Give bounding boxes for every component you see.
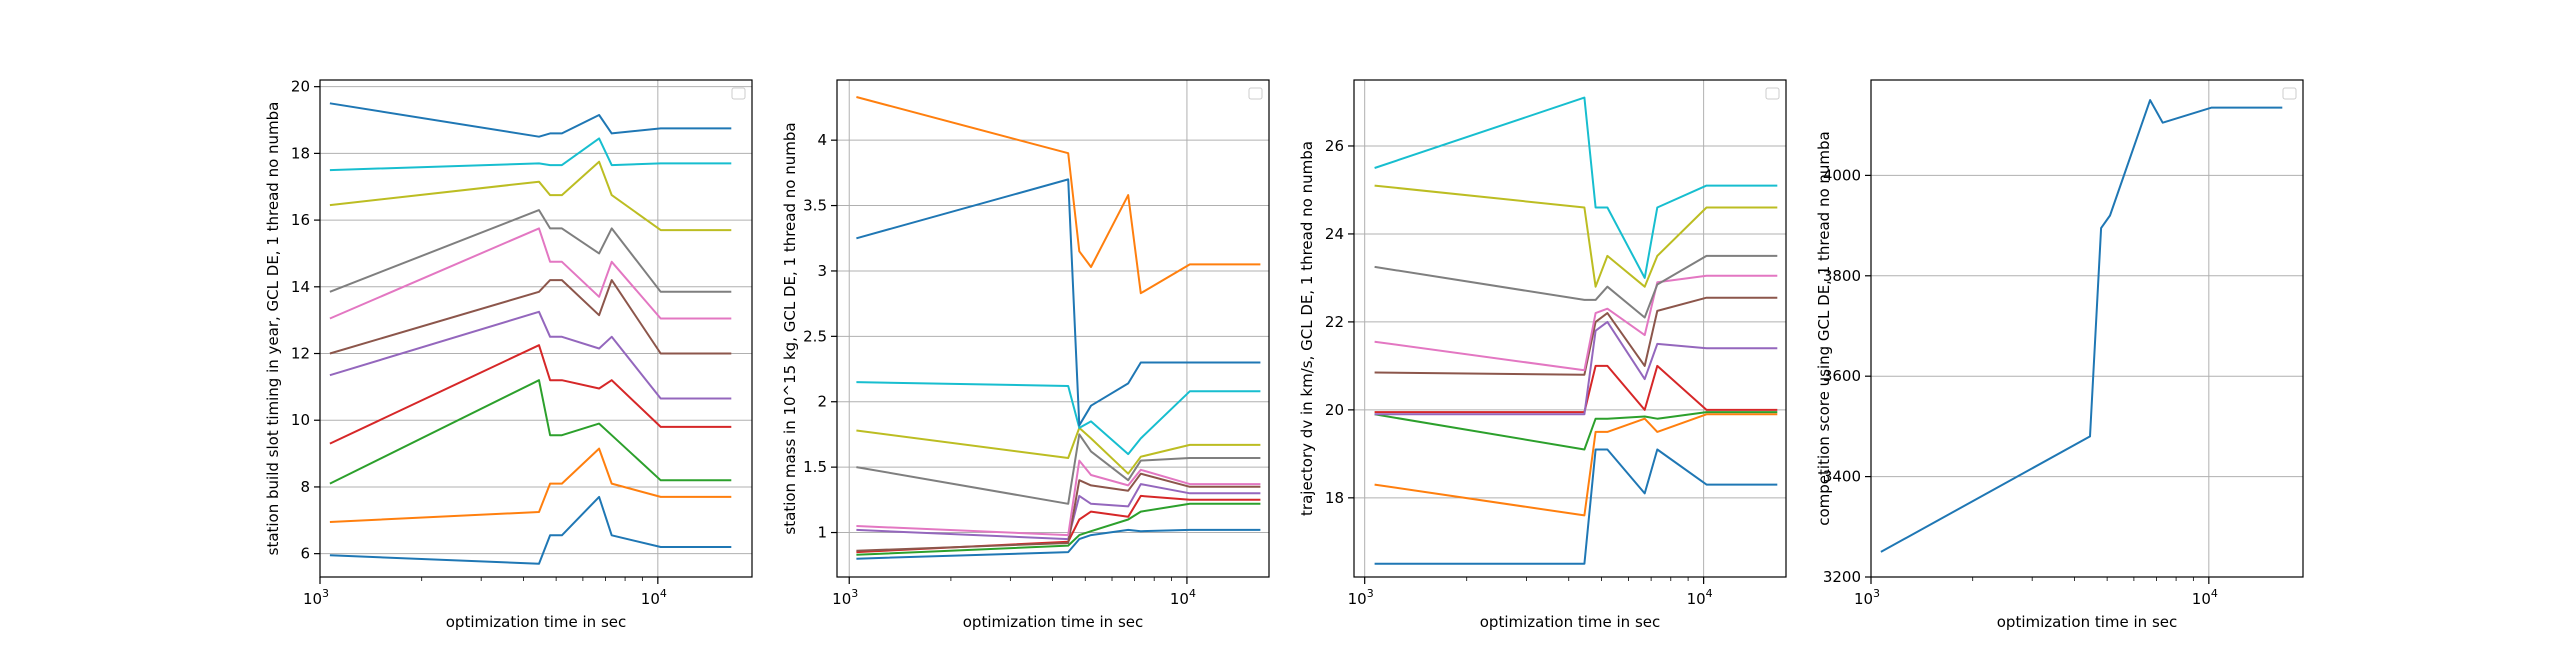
y-tick-label: 2: [817, 393, 827, 411]
chart-panel-4: 3200 3400 3600 3800 4000 103 104 optimization t…: [1815, 79, 2304, 631]
series-line-11: [856, 178, 1261, 427]
plot-area-frame: [836, 79, 1270, 578]
y-tick-label: 4: [817, 131, 827, 149]
y-tick-label: 20: [291, 78, 310, 96]
y-tick-label: 4000: [1823, 166, 1861, 184]
y-tick-label: 8: [300, 478, 310, 496]
y-axis-label: station build slot timing in year, GCL D…: [264, 102, 282, 556]
series-line-4: [329, 344, 732, 445]
chart-panel-3: 18 20 22 24 26 103 104 optimization time in sec…: [1298, 79, 1787, 631]
series-line-7: [856, 459, 1261, 537]
series-line-1: [1880, 99, 2283, 553]
legend-box: [731, 87, 746, 100]
series-line-10: [856, 381, 1261, 456]
series-line-3: [856, 502, 1261, 556]
x-axis-label: optimization time in sec: [1480, 613, 1660, 631]
y-tick-label: 24: [1325, 225, 1344, 243]
series-line-1: [856, 528, 1261, 560]
y-tick-label: 3.5: [803, 197, 827, 215]
series-line-9: [856, 426, 1261, 475]
y-tick-label: 3800: [1823, 267, 1861, 285]
y-tick-label: 14: [291, 278, 310, 296]
x-tick-label: 104: [1687, 587, 1713, 608]
series-line-9: [329, 160, 732, 232]
x-tick-label: 103: [303, 587, 329, 608]
legend-box: [1765, 87, 1780, 100]
series-line-1: [329, 495, 732, 565]
series-line-10: [329, 137, 732, 172]
y-axis-label: competition score using GCL DE, 1 thread…: [1815, 131, 1833, 526]
series-line-9: [1374, 184, 1778, 288]
series-line-3: [329, 379, 732, 485]
series-line-2: [329, 447, 732, 523]
series-line-5: [329, 310, 732, 400]
y-tick-label: 20: [1325, 401, 1344, 419]
x-tick-label: 103: [832, 587, 858, 608]
y-tick-label: 12: [291, 345, 310, 363]
chart-panel-1: 6 8 10 12 14 16 18 20 103 104 optimization time in…: [264, 78, 753, 631]
series-line-11: [329, 102, 732, 138]
x-tick-label: 103: [1854, 587, 1880, 608]
y-axis-label: trajectory dv in km/s, GCL DE, 1 thread …: [1298, 141, 1316, 516]
y-tick-label: 3: [817, 262, 827, 280]
x-axis-label: optimization time in sec: [963, 613, 1143, 631]
series-line-5: [1374, 320, 1778, 416]
x-tick-label: 104: [641, 587, 667, 608]
series-line-1: [1374, 448, 1778, 565]
y-tick-label: 3400: [1823, 468, 1861, 486]
series-line-10: [1374, 96, 1778, 279]
series-line-6: [1374, 296, 1778, 376]
legend-box: [2282, 87, 2297, 100]
series-line-2: [856, 96, 1261, 295]
legend-box: [1248, 87, 1263, 100]
y-tick-label: 10: [291, 411, 310, 429]
y-tick-label: 3200: [1823, 568, 1861, 586]
chart-panel-2: 1 1.5 2 2.5 3 3.5 4 103 104 optimization time in …: [781, 79, 1270, 631]
series-line-7: [1374, 274, 1778, 372]
series-line-6: [329, 279, 732, 355]
y-tick-label: 2.5: [803, 327, 827, 345]
y-tick-label: 1.5: [803, 458, 827, 476]
plot-area-frame: [1353, 79, 1787, 578]
series-line-8: [856, 433, 1261, 505]
plot-area-frame: [1870, 79, 2304, 578]
y-tick-label: 3600: [1823, 367, 1861, 385]
y-tick-label: 26: [1325, 137, 1344, 155]
series-line-6: [856, 472, 1261, 552]
series-line-2: [1374, 413, 1778, 517]
y-tick-label: 1: [817, 524, 827, 542]
y-tick-label: 16: [291, 211, 310, 229]
x-axis-label: optimization time in sec: [446, 613, 626, 631]
y-axis-label: station mass in 10^15 kg, GCL DE, 1 thre…: [781, 122, 799, 534]
y-tick-label: 18: [1325, 489, 1344, 507]
series-line-3: [1374, 411, 1778, 451]
y-tick-label: 22: [1325, 313, 1344, 331]
x-tick-label: 104: [2192, 587, 2218, 608]
plot-area-frame: [319, 79, 753, 578]
series-line-8: [1374, 254, 1778, 319]
series-line-8: [329, 209, 732, 293]
x-tick-label: 103: [1348, 587, 1374, 608]
y-tick-label: 6: [300, 545, 310, 563]
x-tick-label: 104: [1170, 587, 1196, 608]
x-axis-label: optimization time in sec: [1997, 613, 2177, 631]
y-tick-label: 18: [291, 144, 310, 162]
series-line-7: [329, 227, 732, 320]
